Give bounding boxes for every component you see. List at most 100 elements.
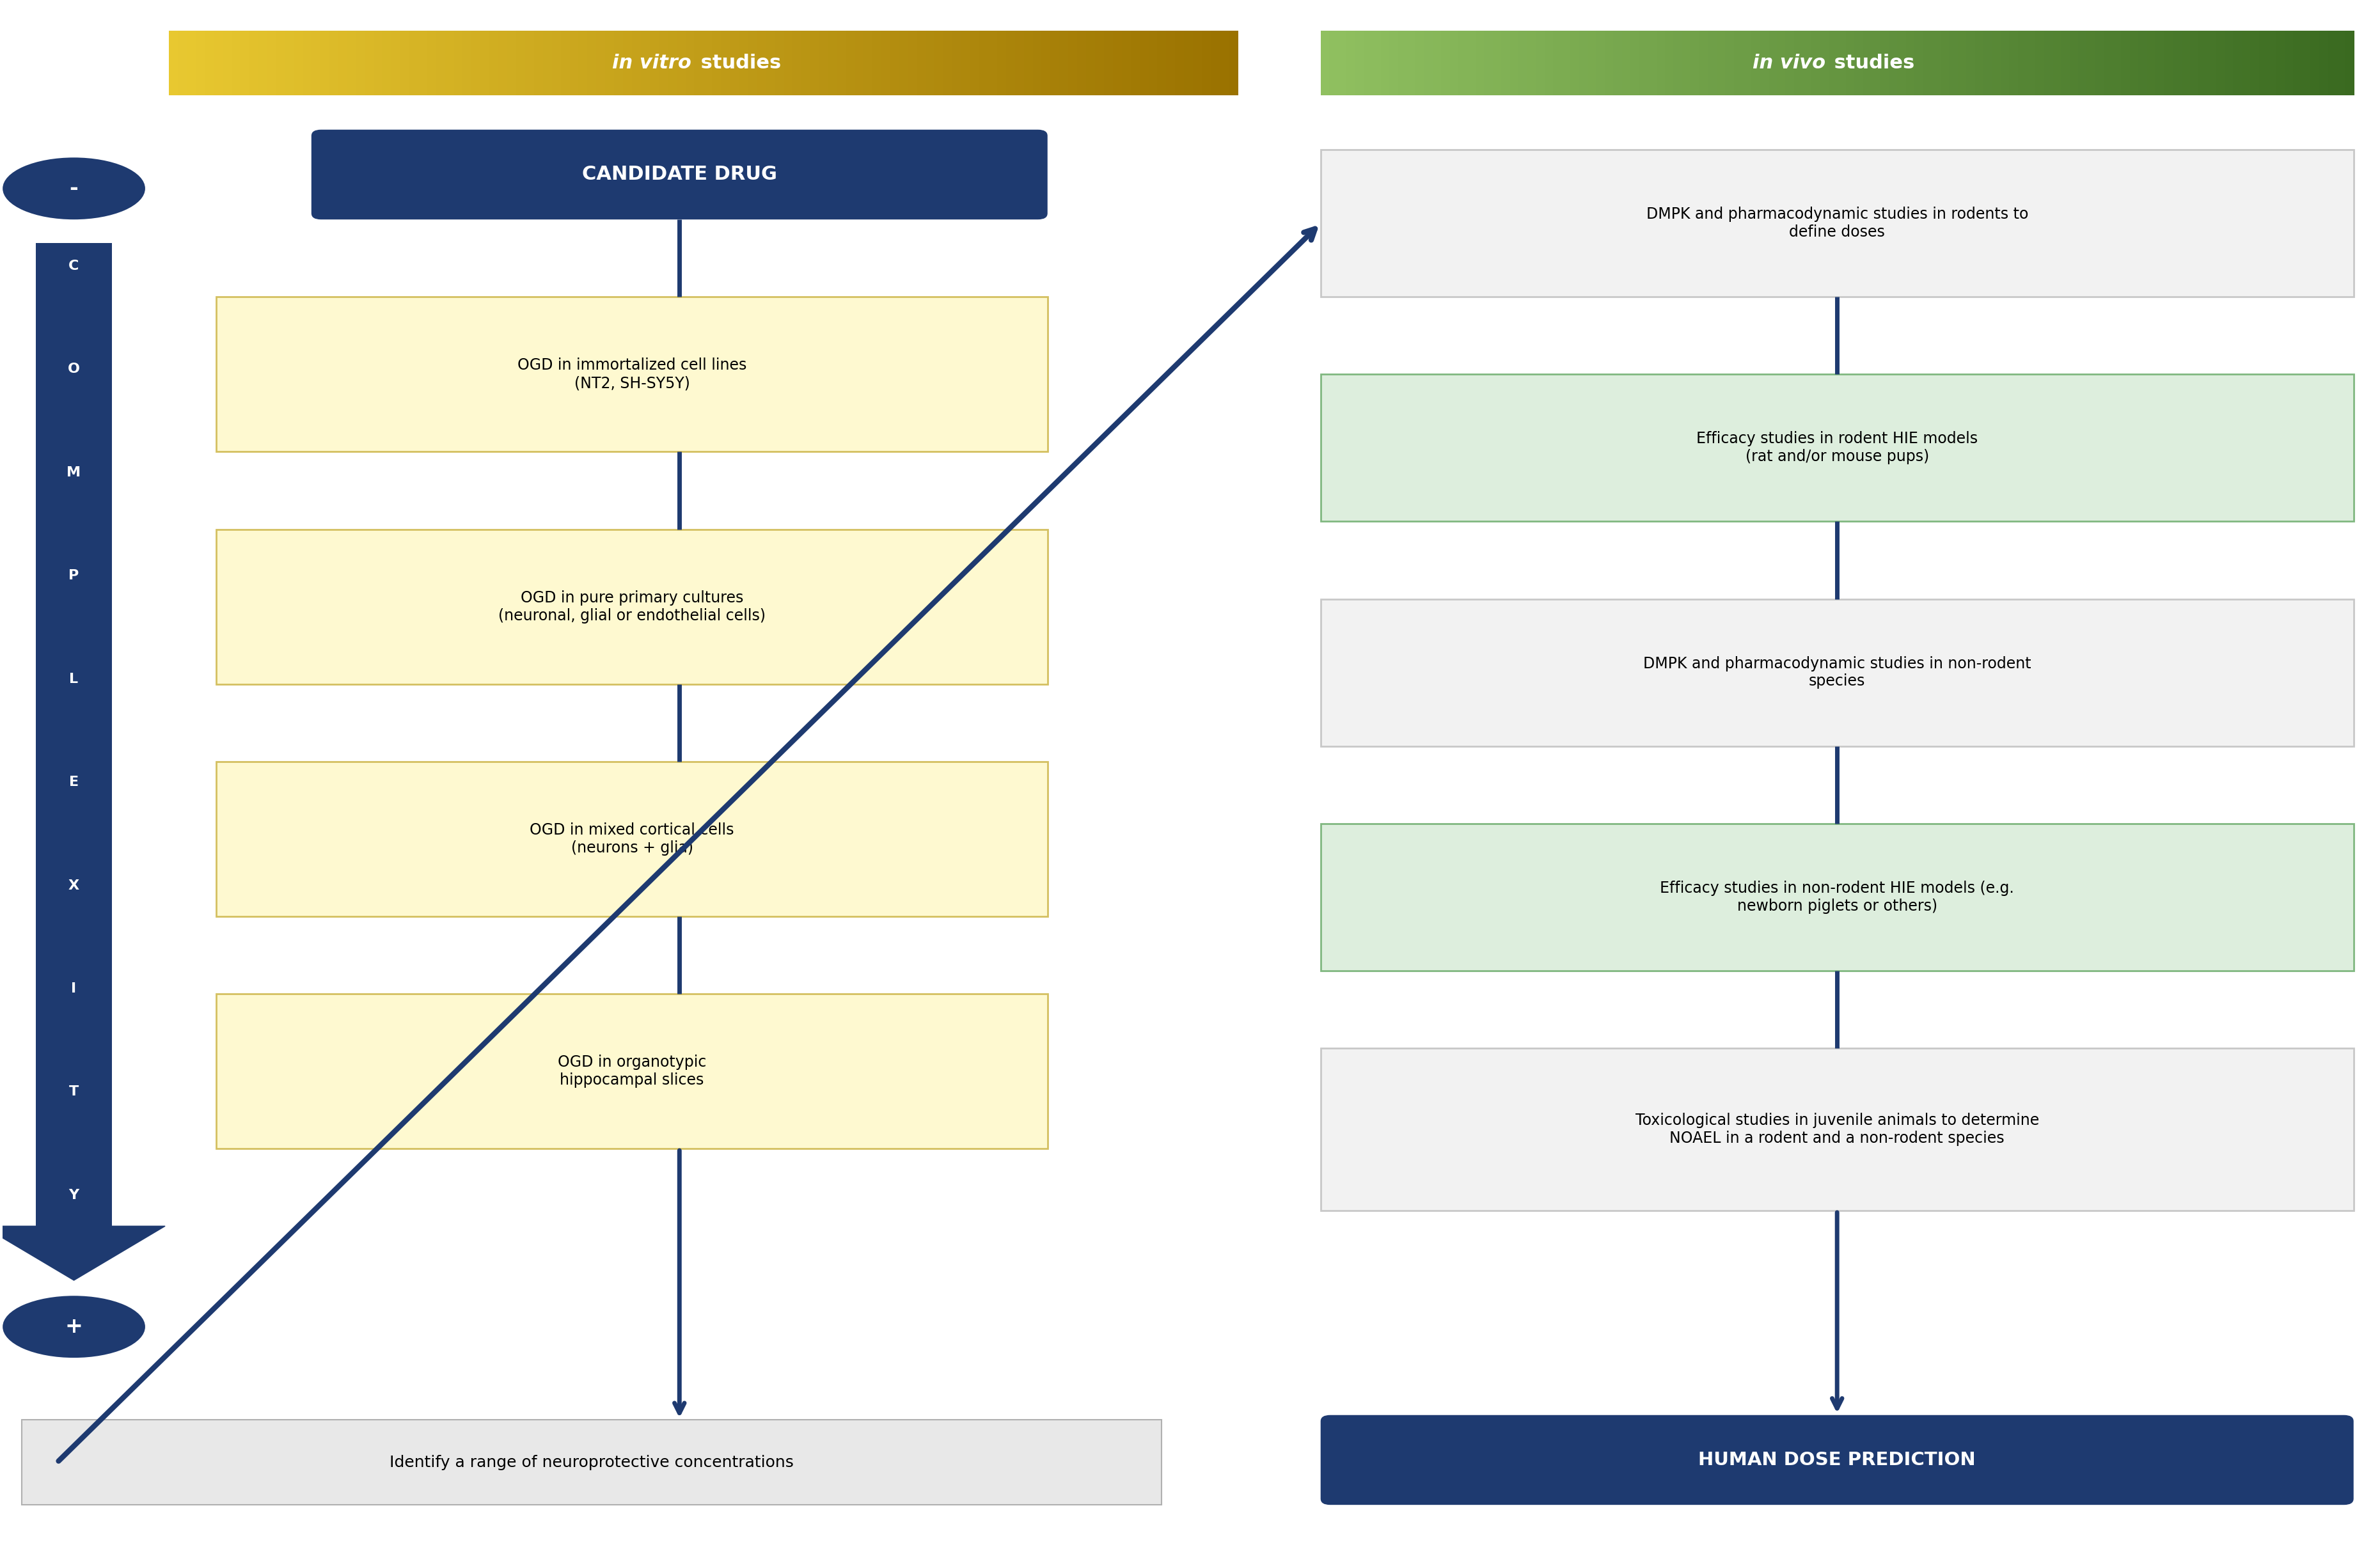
- Bar: [738, 31, 747, 96]
- Bar: [650, 31, 659, 96]
- Bar: [1528, 31, 1537, 96]
- Bar: [685, 31, 695, 96]
- Bar: [962, 31, 971, 96]
- Bar: [881, 31, 890, 96]
- Bar: [357, 31, 367, 96]
- Bar: [409, 31, 419, 96]
- Bar: [1104, 31, 1114, 96]
- Bar: [364, 31, 374, 96]
- Bar: [1321, 149, 2354, 297]
- Bar: [666, 31, 678, 96]
- Text: HUMAN DOSE PREDICTION: HUMAN DOSE PREDICTION: [1699, 1451, 1975, 1469]
- Text: Efficacy studies in rodent HIE models
(rat and/or mouse pups): Efficacy studies in rodent HIE models (r…: [1697, 432, 1978, 465]
- Bar: [1059, 31, 1069, 96]
- Text: studies: studies: [1828, 54, 1916, 73]
- Bar: [1321, 375, 2354, 522]
- Bar: [455, 31, 464, 96]
- Bar: [1321, 598, 2354, 746]
- Bar: [217, 995, 1047, 1148]
- Bar: [2318, 31, 2328, 96]
- Bar: [217, 297, 1047, 452]
- Bar: [1690, 31, 1699, 96]
- Bar: [383, 31, 393, 96]
- Text: I: I: [71, 982, 76, 995]
- Bar: [2311, 31, 2320, 96]
- Bar: [186, 31, 195, 96]
- Bar: [1656, 31, 1666, 96]
- Bar: [1614, 31, 1623, 96]
- Text: DMPK and pharmacodynamic studies in non-rodent
species: DMPK and pharmacodynamic studies in non-…: [1642, 656, 2030, 688]
- Bar: [1587, 31, 1597, 96]
- Bar: [2044, 31, 2054, 96]
- Bar: [774, 31, 783, 96]
- Bar: [1033, 31, 1042, 96]
- Bar: [1328, 31, 1338, 96]
- Bar: [178, 31, 188, 96]
- Bar: [1085, 31, 1095, 96]
- Bar: [2052, 31, 2061, 96]
- Bar: [614, 31, 624, 96]
- Ellipse shape: [2, 1296, 145, 1358]
- Bar: [1321, 31, 1330, 96]
- Text: Toxicological studies in juvenile animals to determine
NOAEL in a rodent and a n: Toxicological studies in juvenile animal…: [1635, 1113, 2040, 1145]
- Text: -: -: [69, 179, 79, 199]
- Bar: [562, 31, 571, 96]
- Bar: [2018, 31, 2028, 96]
- Bar: [1966, 31, 1975, 96]
- Text: T: T: [69, 1086, 79, 1099]
- Bar: [2035, 31, 2044, 96]
- Bar: [374, 31, 383, 96]
- Bar: [1069, 31, 1078, 96]
- Bar: [497, 31, 507, 96]
- Bar: [250, 31, 259, 96]
- Bar: [854, 31, 864, 96]
- Bar: [2094, 31, 2104, 96]
- Bar: [1828, 31, 1837, 96]
- Bar: [1121, 31, 1130, 96]
- Bar: [1078, 31, 1088, 96]
- Bar: [1752, 31, 1761, 96]
- Bar: [1778, 31, 1785, 96]
- Text: M: M: [67, 466, 81, 479]
- Bar: [2156, 31, 2166, 96]
- Bar: [1202, 31, 1211, 96]
- Bar: [828, 31, 838, 96]
- Text: Efficacy studies in non-rodent HIE models (e.g.
newborn piglets or others): Efficacy studies in non-rodent HIE model…: [1659, 881, 2013, 914]
- Bar: [214, 31, 224, 96]
- Bar: [1347, 31, 1357, 96]
- Bar: [838, 31, 847, 96]
- Bar: [1949, 31, 1959, 96]
- Bar: [1042, 31, 1052, 96]
- Bar: [507, 31, 516, 96]
- Bar: [1228, 31, 1238, 96]
- Text: OGD in mixed cortical cells
(neurons + glia): OGD in mixed cortical cells (neurons + g…: [531, 822, 733, 856]
- Bar: [257, 31, 267, 96]
- Bar: [2137, 31, 2147, 96]
- Bar: [1992, 31, 2002, 96]
- Bar: [2216, 31, 2225, 96]
- Bar: [2009, 31, 2018, 96]
- Text: C: C: [69, 260, 79, 272]
- Bar: [240, 31, 250, 96]
- FancyBboxPatch shape: [312, 129, 1047, 219]
- Bar: [1554, 31, 1561, 96]
- Bar: [1673, 31, 1683, 96]
- Bar: [231, 31, 240, 96]
- Bar: [1476, 31, 1485, 96]
- Bar: [1166, 31, 1176, 96]
- Text: L: L: [69, 673, 79, 685]
- Bar: [328, 31, 338, 96]
- Bar: [1364, 31, 1373, 96]
- Bar: [640, 31, 650, 96]
- Bar: [1150, 31, 1159, 96]
- Bar: [419, 31, 428, 96]
- Bar: [633, 31, 643, 96]
- Bar: [721, 31, 731, 96]
- Bar: [2206, 31, 2216, 96]
- Bar: [1114, 31, 1123, 96]
- Bar: [1219, 31, 1230, 96]
- Bar: [2225, 31, 2235, 96]
- Bar: [971, 31, 981, 96]
- Bar: [2061, 31, 2071, 96]
- Text: Identify a range of neuroprotective concentrations: Identify a range of neuroprotective conc…: [390, 1455, 793, 1470]
